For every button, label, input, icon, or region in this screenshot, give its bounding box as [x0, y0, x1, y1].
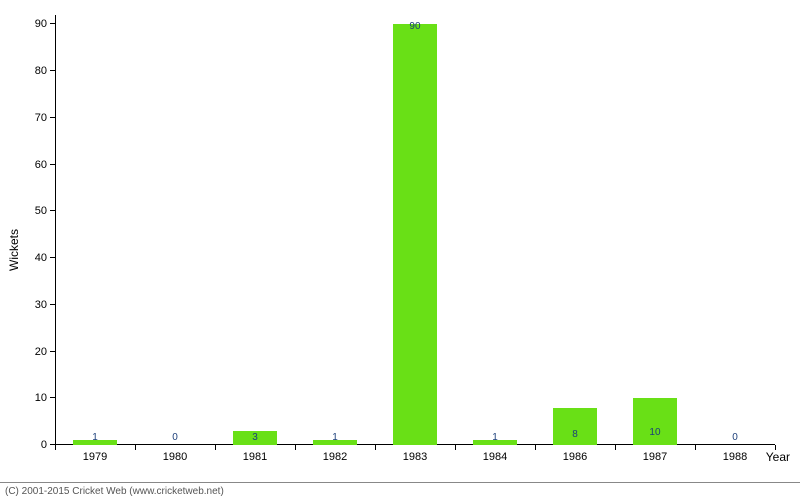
- bar: 8: [553, 408, 598, 445]
- y-tick: [50, 397, 55, 398]
- x-tick-label: 1983: [403, 451, 427, 463]
- y-tick-label: 80: [35, 65, 47, 77]
- bar: 90: [393, 24, 438, 445]
- bar-value-label: 0: [172, 432, 178, 443]
- x-tick-label: 1982: [323, 451, 347, 463]
- y-tick: [50, 117, 55, 118]
- bar: 10: [633, 398, 678, 445]
- bar-value-label: 90: [409, 21, 420, 32]
- y-tick: [50, 23, 55, 24]
- y-tick: [50, 210, 55, 211]
- x-tick: [615, 445, 616, 450]
- y-tick-label: 30: [35, 299, 47, 311]
- plot-area: 10319018100 0102030405060708090 19791980…: [55, 15, 775, 445]
- x-tick-label: 1980: [163, 451, 187, 463]
- x-tick-label: 1988: [723, 451, 747, 463]
- x-tick: [215, 445, 216, 450]
- bar-value-label: 0: [732, 432, 738, 443]
- y-tick-label: 0: [41, 439, 47, 451]
- footer-attribution: (C) 2001-2015 Cricket Web (www.cricketwe…: [0, 482, 800, 500]
- bar-value-label: 1: [492, 432, 498, 443]
- y-tick-label: 60: [35, 159, 47, 171]
- y-tick-label: 50: [35, 205, 47, 217]
- x-tick: [295, 445, 296, 450]
- bar: 1: [313, 440, 358, 445]
- bar: 1: [73, 440, 118, 445]
- y-tick: [50, 164, 55, 165]
- x-tick-label: 1979: [83, 451, 107, 463]
- y-tick-label: 70: [35, 112, 47, 124]
- x-tick: [375, 445, 376, 450]
- y-tick: [50, 257, 55, 258]
- x-tick-label: 1987: [643, 451, 667, 463]
- y-tick-label: 10: [35, 392, 47, 404]
- x-tick: [135, 445, 136, 450]
- x-tick: [455, 445, 456, 450]
- footer-text: (C) 2001-2015 Cricket Web (www.cricketwe…: [5, 486, 224, 497]
- bar-value-label: 1: [92, 432, 98, 443]
- bar: 1: [473, 440, 518, 445]
- x-tick: [55, 445, 56, 450]
- y-tick-label: 40: [35, 252, 47, 264]
- bars: 10319018100: [55, 15, 775, 445]
- bar-value-label: 10: [649, 427, 660, 438]
- y-tick: [50, 304, 55, 305]
- y-axis-title: Wickets: [7, 229, 21, 271]
- bar: 3: [233, 431, 278, 445]
- x-tick: [695, 445, 696, 450]
- y-tick: [50, 351, 55, 352]
- y-tick-label: 20: [35, 346, 47, 358]
- x-tick-label: 1984: [483, 451, 507, 463]
- bar-value-label: 1: [332, 432, 338, 443]
- x-tick: [535, 445, 536, 450]
- y-tick-label: 90: [35, 18, 47, 30]
- bar-value-label: 8: [572, 429, 578, 440]
- y-tick: [50, 70, 55, 71]
- chart-container: 10319018100 0102030405060708090 19791980…: [0, 0, 800, 500]
- x-tick-label: 1981: [243, 451, 267, 463]
- x-axis-title: Year: [766, 450, 790, 464]
- bar-value-label: 3: [252, 432, 258, 443]
- x-tick-label: 1986: [563, 451, 587, 463]
